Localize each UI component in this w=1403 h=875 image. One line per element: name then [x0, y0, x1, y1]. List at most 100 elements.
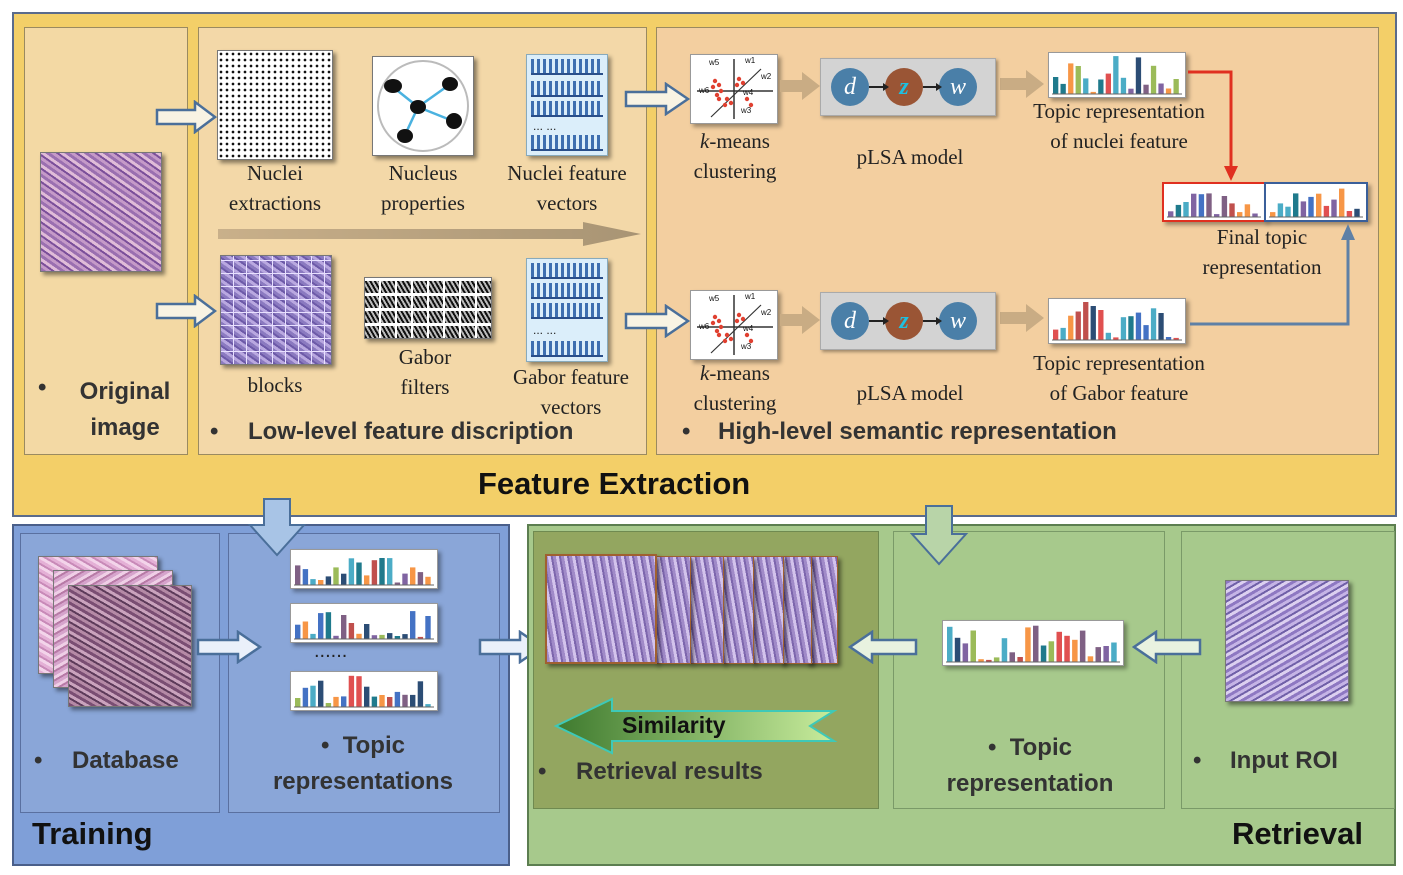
plsa-edges [869, 317, 942, 325]
bar [1064, 635, 1070, 662]
gabor-filters-label: Gabor filters [398, 345, 452, 399]
final-topic-bars-right [1269, 188, 1363, 218]
bar [348, 675, 355, 707]
cluster-point [714, 92, 720, 98]
training-ellipsis: ...... [314, 640, 348, 662]
cluster-point [728, 336, 734, 342]
query-topic-bullet: • [988, 734, 1010, 761]
low-level-flow-arrow [218, 222, 641, 246]
bar [1105, 73, 1111, 94]
gabor-filters-image [364, 277, 492, 339]
nuclei-feature-vectors-label: Nuclei feature vectors [507, 161, 627, 215]
high-level-section-label: High-level semantic representation [718, 418, 1117, 445]
cluster-label: w3 [740, 342, 752, 351]
bar [1346, 211, 1353, 217]
cluster-label: w3 [740, 106, 752, 115]
training-topic-bars-1 [294, 558, 434, 586]
cluster-point [712, 78, 718, 84]
bar [1143, 325, 1149, 340]
low-level-section-label: Low-level feature discription [248, 418, 574, 445]
cluster-point [710, 84, 716, 90]
nucleus-properties-label: Nucleus properties [381, 161, 465, 215]
bar [371, 560, 378, 585]
kmeans-gabor-label: k-means clustering [672, 358, 798, 418]
bar [379, 634, 385, 639]
kmeans-gabor-diagram: w5 w1 w2 w6 w4 w3 [697, 292, 773, 355]
cluster-point [724, 332, 730, 338]
bar [1048, 641, 1055, 662]
bar [1135, 312, 1142, 340]
kmeans-nuclei-plot: w5 w1 w2 w6 w4 w3 [690, 54, 778, 124]
bar [295, 624, 301, 639]
bar [379, 695, 385, 707]
bar [1244, 204, 1251, 217]
arrow-feature-to-training [247, 498, 307, 557]
cluster-point [718, 88, 724, 94]
result-image-5 [752, 556, 784, 664]
bar [1323, 205, 1330, 217]
bar [387, 633, 393, 639]
bar [1206, 193, 1212, 217]
nuclei-extraction-image [217, 50, 333, 160]
cluster-point [722, 338, 728, 344]
final-topic-chart-left [1162, 182, 1266, 222]
bar [1165, 337, 1172, 340]
topic-representations-label: • Topic representations [240, 728, 486, 800]
bar [394, 582, 401, 585]
bar [1098, 310, 1104, 340]
bar [348, 623, 355, 639]
bar [333, 567, 339, 585]
arrow-to-kmeans-gabor [624, 304, 690, 338]
result-image-6 [780, 556, 812, 664]
bar [1009, 652, 1015, 662]
result-image-1 [545, 554, 657, 664]
plsa-node-d: d [831, 68, 869, 106]
bar [1270, 212, 1276, 217]
arrow-to-nuclei [155, 100, 217, 134]
bar [962, 643, 969, 662]
plsa-model-gabor-label: pLSA model [856, 381, 964, 405]
topic-gabor-line1: Topic representation [1033, 351, 1205, 375]
cluster-label: w2 [760, 308, 772, 317]
bar [1354, 208, 1360, 217]
bar [1158, 313, 1164, 340]
bar [425, 704, 431, 707]
bar [394, 636, 401, 639]
result-image-2 [655, 556, 691, 664]
bar [1090, 91, 1096, 94]
bar [318, 580, 324, 585]
arrow-feature-to-retrieval [909, 505, 969, 566]
topic-gabor-chart [1048, 298, 1186, 344]
nucleus-properties-diagram [377, 60, 469, 152]
cluster-label: w1 [744, 56, 756, 65]
final-topic-line2: representation [1202, 255, 1322, 279]
bar [1103, 646, 1109, 662]
cluster-point [740, 316, 746, 322]
bar [364, 575, 370, 585]
query-topic-panel [893, 531, 1165, 809]
bar [1221, 196, 1228, 217]
bar [1316, 193, 1322, 217]
bar [1111, 642, 1117, 662]
original-image-label: Original image [79, 378, 171, 441]
bar [387, 697, 393, 707]
cluster-point [722, 102, 728, 108]
bar [1068, 63, 1074, 94]
bar [318, 680, 324, 707]
bar [325, 612, 332, 639]
bar [1017, 657, 1023, 662]
bar [371, 696, 378, 707]
arrow-database-to-topics [196, 630, 262, 664]
cluster-point [716, 82, 722, 88]
bar [1135, 57, 1142, 94]
bar [425, 576, 431, 585]
cluster-point [734, 318, 740, 324]
kmeans-nuclei-means: -means [709, 129, 770, 153]
plsa-model-nuclei-label: pLSA model [856, 145, 964, 169]
training-topic-bars-3 [294, 675, 434, 708]
bar [993, 657, 1000, 662]
bar [1175, 204, 1182, 217]
cluster-label: w6 [698, 322, 710, 331]
bar [1143, 84, 1149, 94]
plsa-node-z: z [885, 302, 923, 340]
